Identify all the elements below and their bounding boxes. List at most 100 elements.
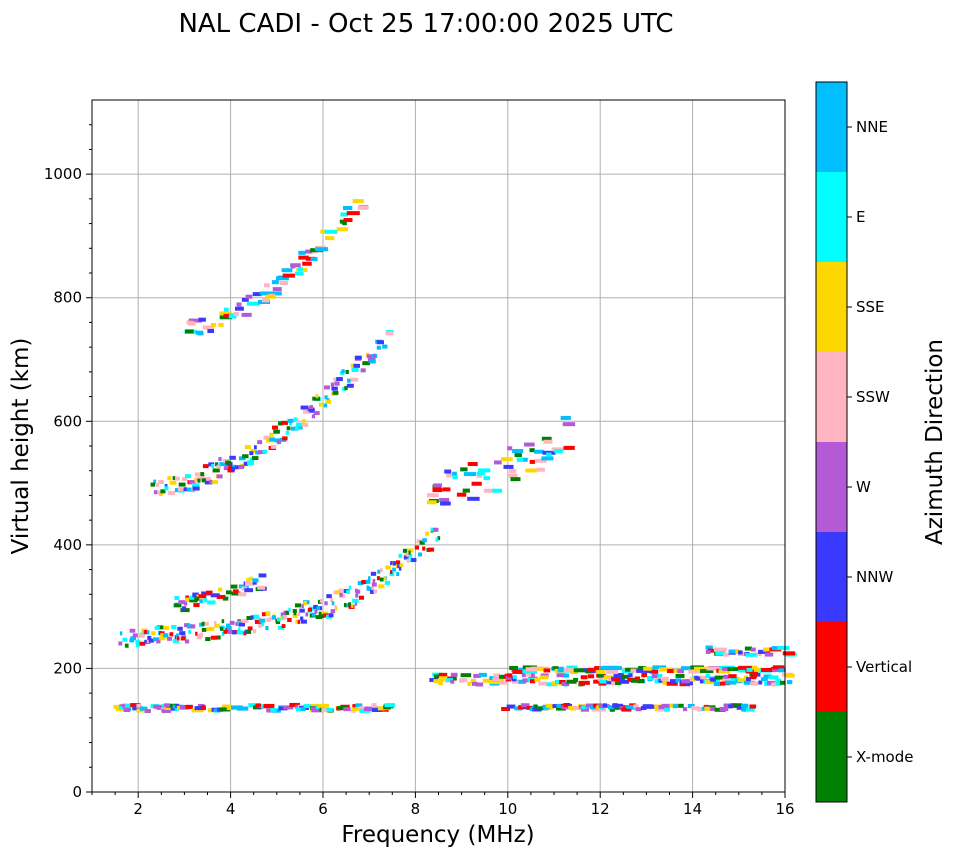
echo-mark <box>763 647 772 652</box>
echo-mark <box>677 669 684 674</box>
echo-mark <box>758 649 768 654</box>
echo-mark <box>255 703 261 708</box>
echo-mark <box>199 599 203 604</box>
echo-mark <box>264 283 270 288</box>
echo-mark <box>518 679 526 684</box>
echo-mark <box>320 229 327 234</box>
echo-mark <box>524 442 535 447</box>
echo-mark <box>599 679 607 684</box>
echo-mark <box>716 679 720 684</box>
echo-mark <box>242 454 249 459</box>
echo-mark <box>124 703 133 708</box>
echo-mark <box>587 674 595 679</box>
echo-mark <box>705 673 711 678</box>
echo-mark <box>661 703 671 708</box>
echo-mark <box>169 480 177 485</box>
echo-mark <box>277 625 285 630</box>
echo-mark <box>395 560 401 565</box>
echo-mark <box>483 488 497 493</box>
echo-mark <box>225 590 232 595</box>
echo-mark <box>687 703 695 708</box>
echo-mark <box>476 471 485 476</box>
echo-mark <box>373 353 376 358</box>
echo-mark <box>367 576 371 581</box>
y-tick-label: 400 <box>53 536 82 554</box>
echo-mark <box>250 615 255 620</box>
echo-mark <box>764 652 774 657</box>
echo-mark <box>188 480 196 485</box>
echo-mark <box>262 449 268 454</box>
echo-mark <box>194 472 202 477</box>
echo-mark <box>541 456 554 461</box>
echo-mark <box>313 411 320 416</box>
echo-mark <box>311 708 324 713</box>
echo-mark <box>613 666 622 671</box>
echo-mark <box>246 615 253 620</box>
echo-mark <box>619 705 629 710</box>
x-tick-label: 16 <box>775 800 794 818</box>
echo-mark <box>371 703 377 708</box>
echo-mark <box>695 676 701 681</box>
echo-mark <box>202 464 209 469</box>
echo-mark <box>503 464 514 469</box>
echo-mark <box>534 677 541 682</box>
echo-mark <box>682 707 688 712</box>
echo-mark <box>261 612 266 617</box>
echo-mark <box>272 615 277 620</box>
echo-mark <box>119 631 123 636</box>
echo-mark <box>406 552 411 557</box>
echo-mark <box>291 426 299 431</box>
echo-mark <box>348 585 352 590</box>
echo-mark <box>619 679 630 684</box>
echo-mark <box>471 481 482 486</box>
echo-mark <box>243 461 249 466</box>
echo-mark <box>144 709 151 714</box>
echo-mark <box>713 682 721 687</box>
echo-mark <box>130 703 141 708</box>
echo-mark <box>580 707 590 712</box>
echo-mark <box>333 590 338 595</box>
echo-mark <box>552 666 559 671</box>
echo-mark <box>166 703 176 708</box>
echo-mark <box>529 679 536 684</box>
echo-mark <box>212 468 220 473</box>
colorbar-segment <box>816 82 847 172</box>
echo-mark <box>672 704 678 709</box>
echo-mark <box>670 679 678 684</box>
echo-mark <box>244 588 254 593</box>
echo-mark <box>680 666 693 671</box>
echo-mark <box>702 676 707 681</box>
x-axis-label: Frequency (MHz) <box>341 822 534 848</box>
echo-mark <box>251 456 259 461</box>
echo-mark <box>224 307 229 312</box>
echo-mark <box>336 377 343 382</box>
echo-mark <box>275 620 281 625</box>
echo-mark <box>276 440 282 445</box>
echo-mark <box>283 615 288 620</box>
echo-mark <box>758 680 763 685</box>
echo-mark <box>593 679 602 684</box>
echo-mark <box>608 705 615 710</box>
echo-mark <box>199 622 205 627</box>
echo-mark <box>512 669 525 674</box>
echo-mark <box>771 646 780 651</box>
echo-mark <box>763 674 772 679</box>
echo-mark <box>636 668 652 673</box>
echo-mark <box>666 668 682 673</box>
echo-mark <box>371 582 377 587</box>
echo-mark <box>760 677 768 682</box>
echo-mark <box>172 476 176 481</box>
echo-mark <box>588 667 605 672</box>
echo-mark <box>228 465 234 470</box>
colorbar-label-e: E <box>856 208 865 226</box>
echo-mark <box>606 670 618 675</box>
echo-mark <box>258 573 267 578</box>
echo-mark <box>206 476 211 481</box>
echo-mark <box>231 591 241 596</box>
echo-mark <box>273 429 280 434</box>
echo-mark <box>310 703 321 708</box>
echo-mark <box>324 385 330 390</box>
echo-mark <box>297 267 303 272</box>
echo-mark <box>285 430 290 435</box>
echo-mark <box>371 586 375 591</box>
